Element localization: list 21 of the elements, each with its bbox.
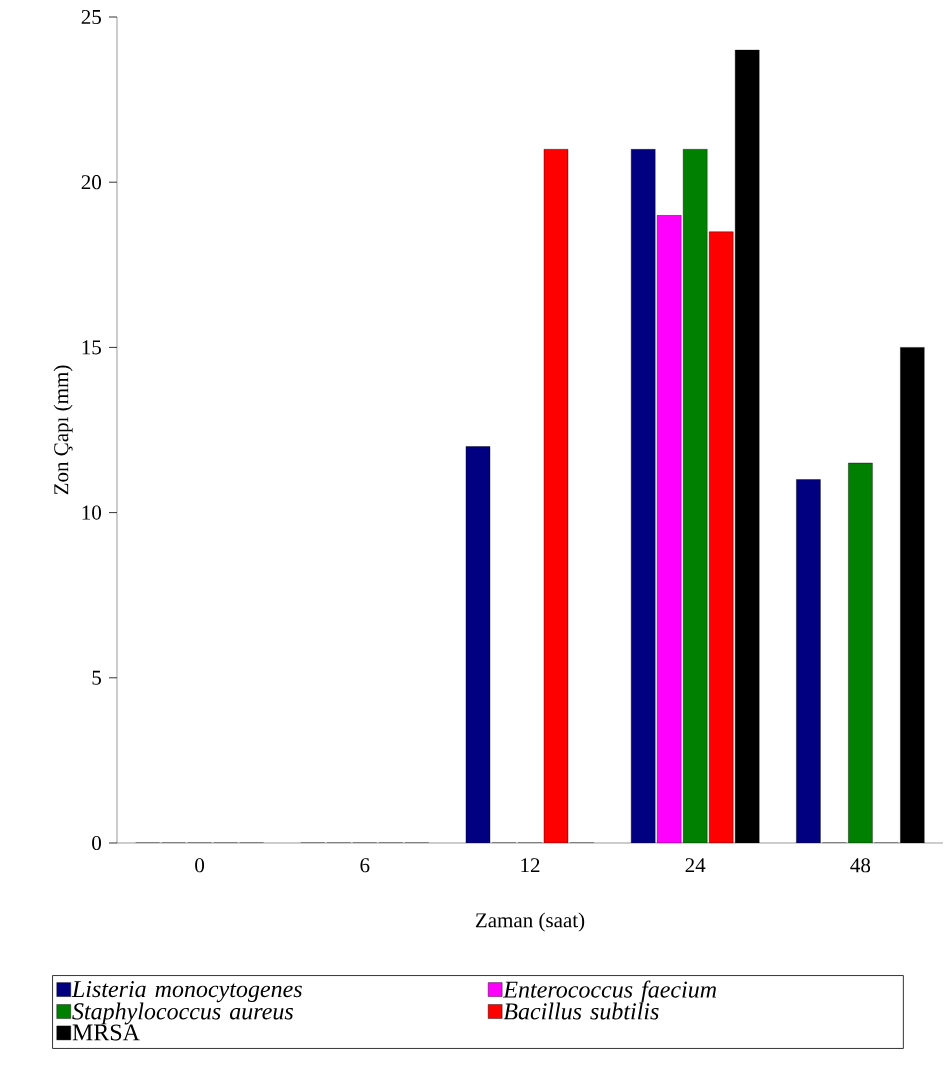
y-tick-label: 10 — [82, 505, 102, 520]
legend-label: MRSA — [72, 1024, 140, 1041]
legend-label: Listeria monocytogenes — [71, 981, 302, 1003]
y-tick-label: 20 — [81, 175, 102, 190]
x-tick-label: 6 — [360, 858, 370, 873]
legend-label: Staphylococcus aureus — [72, 1002, 293, 1025]
x-tick-label: 48 — [850, 858, 871, 873]
bar — [796, 479, 821, 843]
y-tick-label: 5 — [92, 670, 101, 685]
y-tick-label: 25 — [81, 9, 101, 25]
x-tick-label: 12 — [521, 858, 540, 873]
y-tick-label: 15 — [82, 340, 101, 355]
y-tick-label: 0 — [92, 835, 102, 851]
x-tick-label: 24 — [685, 858, 706, 873]
bar — [466, 446, 490, 843]
bar — [631, 149, 656, 843]
x-tick-label: 0 — [195, 858, 205, 873]
legend-label: Bacillus subtilis — [503, 1002, 659, 1020]
y-axis-title: Zon Çapı (mm) — [53, 365, 73, 495]
x-axis-title: Zaman (saat) — [475, 912, 585, 932]
legend-label: Enterococcus faecium — [503, 980, 717, 1003]
